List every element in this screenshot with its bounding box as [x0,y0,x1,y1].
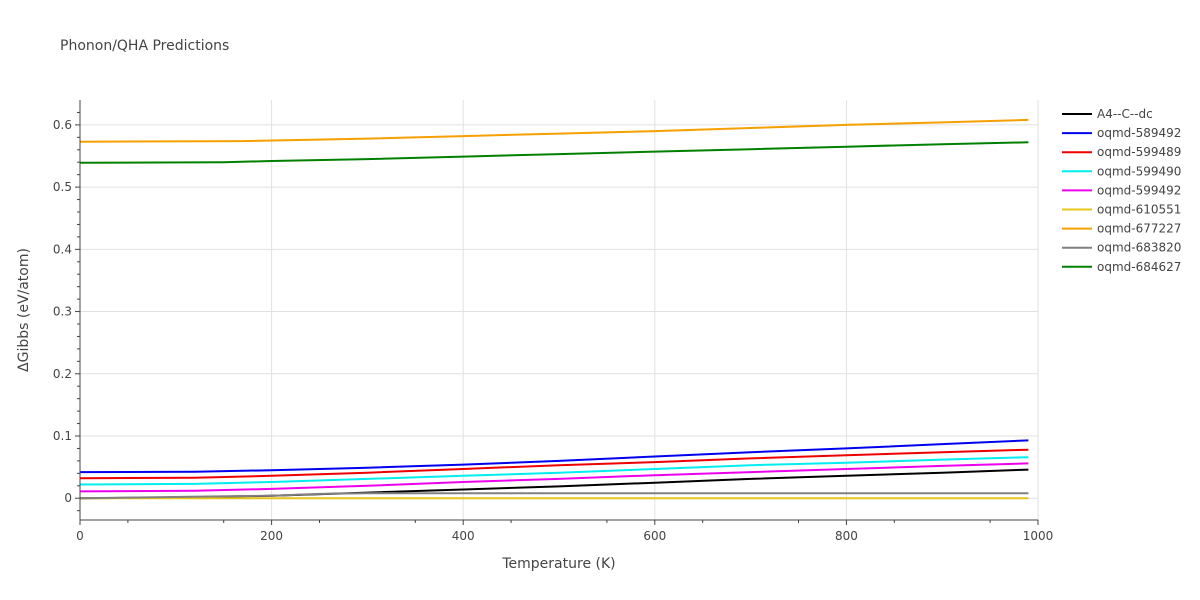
series-line-oqmd-684627 [79,141,1029,164]
x-axis-ticks: 0 200 400 600 800 1000 [76,520,1053,543]
legend-label: oqmd-599489 [1097,145,1181,159]
x-tick-label: 200 [260,529,283,543]
legend: A4--C--dc oqmd-589492 oqmd-599489 oqmd-5994… [1062,107,1181,274]
legend-item-oqmd-599489[interactable]: oqmd-599489 [1062,145,1181,159]
y-tick-label: 0 [64,491,72,505]
legend-item-oqmd-677227[interactable]: oqmd-677227 [1062,222,1181,236]
legend-item-A4--C--dc[interactable]: A4--C--dc [1062,107,1153,121]
x-tick-label: 600 [643,529,666,543]
series-line-oqmd-677227 [79,118,1029,143]
legend-item-oqmd-683820[interactable]: oqmd-683820 [1062,241,1181,255]
legend-item-oqmd-684627[interactable]: oqmd-684627 [1062,260,1181,274]
y-tick-label: 0.1 [53,429,72,443]
y-tick-label: 0.6 [53,118,72,132]
legend-item-oqmd-589492[interactable]: oqmd-589492 [1062,126,1181,140]
x-tick-label: 400 [452,529,475,543]
legend-item-oqmd-599492[interactable]: oqmd-599492 [1062,183,1181,197]
legend-item-oqmd-599490[interactable]: oqmd-599490 [1062,164,1181,178]
y-axis-ticks: 0 0.1 0.2 0.3 0.4 0.5 0.6 [53,111,80,512]
series-line-oqmd-599489 [79,448,1029,480]
legend-label: oqmd-599490 [1097,164,1181,178]
legend-label: oqmd-589492 [1097,126,1181,140]
series-line-oqmd-589492 [79,439,1029,474]
series-layer [79,118,1029,500]
legend-label: oqmd-610551 [1097,203,1181,217]
y-tick-label: 0.4 [53,242,72,256]
x-axis-label: Temperature (K) [501,556,615,572]
y-tick-label: 0.2 [53,367,72,381]
axes [79,100,1038,521]
y-axis-label: ΔGibbs (eV/atom) [16,248,32,372]
chart-title: Phonon/QHA Predictions [60,38,229,54]
legend-label: oqmd-677227 [1097,222,1181,236]
y-tick-label: 0.5 [53,180,72,194]
series-line-oqmd-599492 [79,462,1029,493]
series-line-oqmd-599490 [79,456,1029,486]
x-tick-label: 1000 [1023,529,1054,543]
legend-label: oqmd-599492 [1097,183,1181,197]
legend-item-oqmd-610551[interactable]: oqmd-610551 [1062,203,1181,217]
legend-label: oqmd-684627 [1097,260,1181,274]
y-tick-label: 0.3 [53,305,72,319]
legend-label: A4--C--dc [1097,107,1153,121]
series-line-oqmd-683820 [79,492,1029,500]
legend-label: oqmd-683820 [1097,241,1181,255]
x-tick-label: 800 [835,529,858,543]
x-tick-label: 0 [76,529,84,543]
